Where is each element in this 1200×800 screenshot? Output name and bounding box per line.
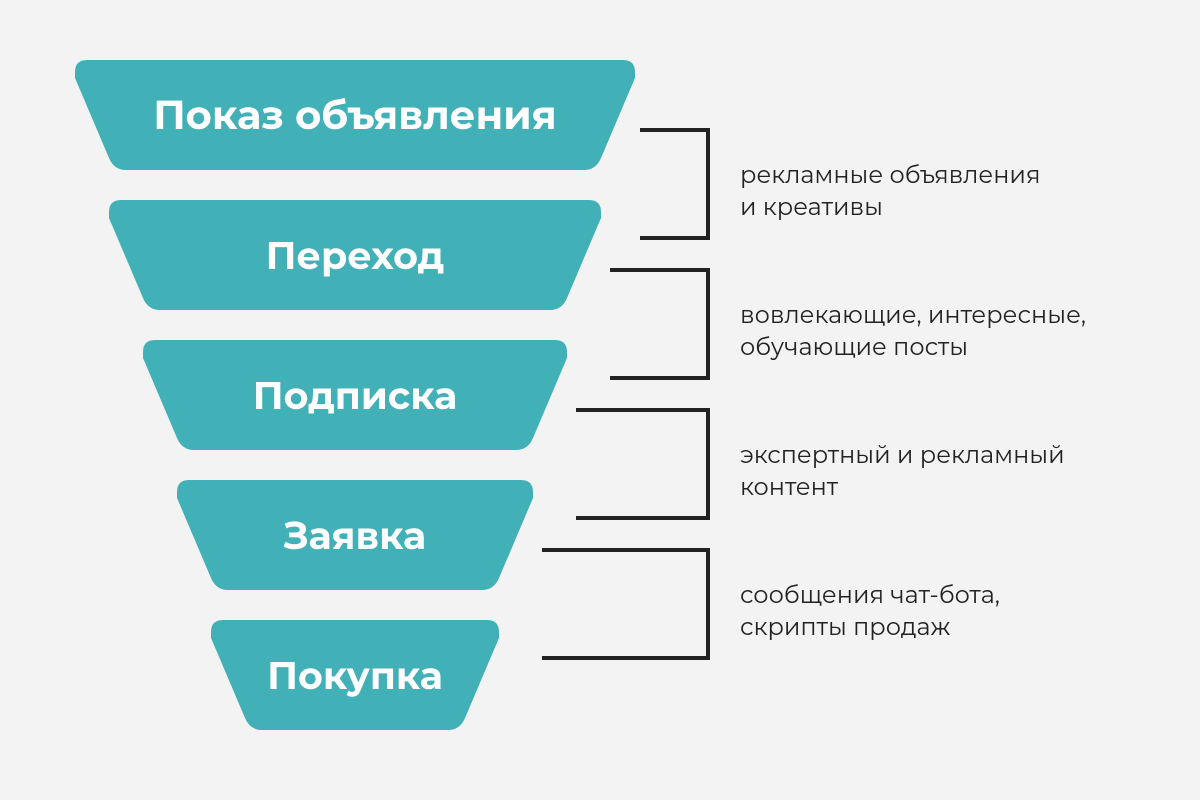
annotation-3: сообщения чат-бота, скрипты продаж [740, 580, 1000, 645]
bracket-0 [640, 128, 710, 240]
funnel-stage-1: Переход [109, 200, 601, 310]
funnel-stage-2: Подписка [143, 340, 567, 450]
funnel-stage-3: Заявка [177, 480, 533, 590]
bracket-3 [542, 548, 710, 660]
funnel-stage-0: Показ объявления [75, 60, 635, 170]
stage-label: Заявка [284, 512, 426, 559]
annotation-0: рекламные объявления и креативы [740, 160, 1040, 225]
stage-label: Покупка [267, 652, 443, 699]
bracket-1 [610, 268, 710, 380]
stage-label: Переход [266, 232, 445, 279]
stage-label: Подписка [253, 372, 458, 419]
stage-label: Показ объявления [153, 91, 557, 140]
funnel-stage-4: Покупка [211, 620, 499, 730]
annotation-1: вовлекающие, интересные, обучающие посты [740, 300, 1086, 365]
annotation-2: экспертный и рекламный контент [740, 440, 1065, 505]
funnel-canvas: Показ объявления Переход Подписка Заявка… [0, 0, 1200, 800]
bracket-2 [576, 408, 710, 520]
